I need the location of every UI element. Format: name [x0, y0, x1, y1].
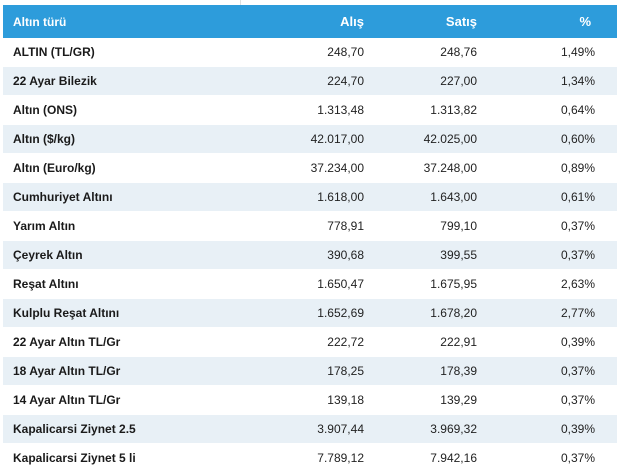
table-row[interactable]: Çeyrek Altın 390,68 399,55 0,37%: [3, 240, 617, 270]
table-row[interactable]: Kapalicarsi Ziynet 5 li 7.789,12 7.942,16 0…: [3, 443, 617, 473]
table-row[interactable]: Cumhuriyet Altını 1.618,00 1.643,00 0,61%: [3, 182, 617, 212]
table-row[interactable]: Kapalicarsi Ziynet 2.5 3.907,44 3.969,32 0,…: [3, 414, 617, 444]
change-percent-cell: 0,64%: [487, 95, 617, 125]
buy-price-cell: 7.789,12: [208, 443, 374, 473]
header-sell[interactable]: Satış: [374, 5, 487, 38]
change-percent-cell: 0,37%: [487, 443, 617, 473]
gold-type-cell: Kapalicarsi Ziynet 5 li: [3, 443, 208, 473]
change-percent-cell: 0,37%: [487, 356, 617, 386]
buy-price-cell: 178,25: [208, 356, 374, 386]
change-percent-cell: 0,60%: [487, 124, 617, 154]
sell-price-cell: 227,00: [374, 66, 487, 96]
change-percent-cell: 1,34%: [487, 66, 617, 96]
divider-line: [240, 0, 241, 5]
change-percent-cell: 0,39%: [487, 327, 617, 357]
gold-type-cell: Cumhuriyet Altını: [3, 182, 208, 212]
sell-price-cell: 3.969,32: [374, 414, 487, 444]
buy-price-cell: 248,70: [208, 38, 374, 67]
table-row[interactable]: Altın (ONS) 1.313,48 1.313,82 0,64%: [3, 95, 617, 125]
change-percent-cell: 2,63%: [487, 269, 617, 299]
buy-price-cell: 1.618,00: [208, 182, 374, 212]
change-percent-cell: 1,49%: [487, 38, 617, 67]
gold-type-cell: Çeyrek Altın: [3, 240, 208, 270]
header-gold-type[interactable]: Altın türü: [3, 5, 208, 38]
change-percent-cell: 0,37%: [487, 211, 617, 241]
table-row[interactable]: ALTIN (TL/GR) 248,70 248,76 1,49%: [3, 38, 617, 67]
buy-price-cell: 1.313,48: [208, 95, 374, 125]
buy-price-cell: 139,18: [208, 385, 374, 415]
gold-type-cell: ALTIN (TL/GR): [3, 38, 208, 67]
sell-price-cell: 139,29: [374, 385, 487, 415]
sell-price-cell: 1.678,20: [374, 298, 487, 328]
gold-prices-table: Altın türü Alış Satış % ALTIN (TL/GR) 248…: [3, 5, 617, 473]
table-header-row: Altın türü Alış Satış %: [3, 5, 617, 38]
header-buy[interactable]: Alış: [208, 5, 374, 38]
sell-price-cell: 1.675,95: [374, 269, 487, 299]
table-row[interactable]: Reşat Altını 1.650,47 1.675,95 2,63%: [3, 269, 617, 299]
buy-price-cell: 778,91: [208, 211, 374, 241]
table-row[interactable]: Kulplu Reşat Altını 1.652,69 1.678,20 2,77%: [3, 298, 617, 328]
header-percent[interactable]: %: [487, 5, 617, 38]
gold-type-cell: Reşat Altını: [3, 269, 208, 299]
table-row[interactable]: 22 Ayar Bilezik 224,70 227,00 1,34%: [3, 66, 617, 96]
buy-price-cell: 224,70: [208, 66, 374, 96]
gold-type-cell: Yarım Altın: [3, 211, 208, 241]
change-percent-cell: 0,89%: [487, 153, 617, 183]
gold-type-cell: 14 Ayar Altın TL/Gr: [3, 385, 208, 415]
change-percent-cell: 0,37%: [487, 240, 617, 270]
sell-price-cell: 42.025,00: [374, 124, 487, 154]
buy-price-cell: 3.907,44: [208, 414, 374, 444]
sell-price-cell: 222,91: [374, 327, 487, 357]
sell-price-cell: 178,39: [374, 356, 487, 386]
sell-price-cell: 799,10: [374, 211, 487, 241]
buy-price-cell: 1.650,47: [208, 269, 374, 299]
gold-type-cell: Kapalicarsi Ziynet 2.5: [3, 414, 208, 444]
buy-price-cell: 42.017,00: [208, 124, 374, 154]
change-percent-cell: 0,39%: [487, 414, 617, 444]
table-row[interactable]: Yarım Altın 778,91 799,10 0,37%: [3, 211, 617, 241]
buy-price-cell: 1.652,69: [208, 298, 374, 328]
buy-price-cell: 222,72: [208, 327, 374, 357]
change-percent-cell: 0,61%: [487, 182, 617, 212]
gold-type-cell: 22 Ayar Bilezik: [3, 66, 208, 96]
change-percent-cell: 2,77%: [487, 298, 617, 328]
gold-type-cell: Altın ($/kg): [3, 124, 208, 154]
sell-price-cell: 7.942,16: [374, 443, 487, 473]
table-row[interactable]: 22 Ayar Altın TL/Gr 222,72 222,91 0,39%: [3, 327, 617, 357]
buy-price-cell: 390,68: [208, 240, 374, 270]
gold-type-cell: Altın (Euro/kg): [3, 153, 208, 183]
table-row[interactable]: Altın ($/kg) 42.017,00 42.025,00 0,60%: [3, 124, 617, 154]
change-percent-cell: 0,37%: [487, 385, 617, 415]
gold-type-cell: Altın (ONS): [3, 95, 208, 125]
table-row[interactable]: Altın (Euro/kg) 37.234,00 37.248,00 0,89%: [3, 153, 617, 183]
buy-price-cell: 37.234,00: [208, 153, 374, 183]
gold-type-cell: 18 Ayar Altın TL/Gr: [3, 356, 208, 386]
table-row[interactable]: 18 Ayar Altın TL/Gr 178,25 178,39 0,37%: [3, 356, 617, 386]
sell-price-cell: 399,55: [374, 240, 487, 270]
sell-price-cell: 37.248,00: [374, 153, 487, 183]
sell-price-cell: 1.643,00: [374, 182, 487, 212]
sell-price-cell: 1.313,82: [374, 95, 487, 125]
gold-type-cell: 22 Ayar Altın TL/Gr: [3, 327, 208, 357]
sell-price-cell: 248,76: [374, 38, 487, 67]
gold-type-cell: Kulplu Reşat Altını: [3, 298, 208, 328]
table-row[interactable]: 14 Ayar Altın TL/Gr 139,18 139,29 0,37%: [3, 385, 617, 415]
